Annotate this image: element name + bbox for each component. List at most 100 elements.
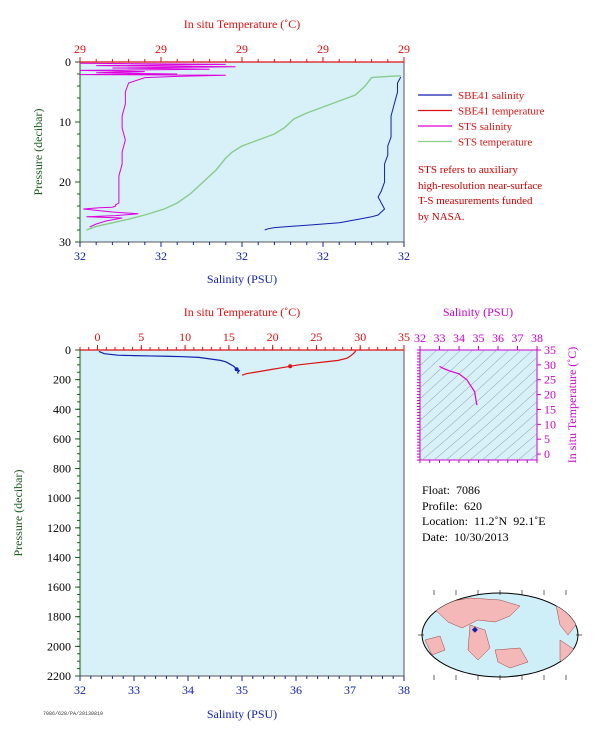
bottom-axis-title: Salinity (PSU) (207, 272, 277, 286)
right-tick-label: 15 (544, 402, 556, 416)
map-land (424, 597, 578, 673)
right-tick-label: 0 (544, 447, 550, 461)
top-axis-title: In situ Temperature (˚C) (184, 17, 301, 31)
top-tick-label: 29 (317, 42, 329, 56)
right-tick-label: 30 (544, 358, 556, 372)
y-tick-label: 1200 (47, 521, 71, 535)
top-tick-label: 35 (398, 330, 410, 344)
y-tick-label: 2200 (47, 669, 71, 683)
y-axis-title: Pressure (decibar) (31, 109, 45, 196)
top-tick-label: 29 (74, 42, 86, 56)
right-tick-label: 35 (544, 343, 556, 357)
legend-note-line: high-resolution near-surface (418, 179, 543, 192)
y-axis-title: Pressure (decibar) (11, 470, 25, 557)
series-sts-salinity (79, 62, 236, 228)
bottom-tick-label: 32 (74, 683, 86, 697)
right-tick-label: 10 (544, 417, 556, 431)
bottom-tick-label: 32 (155, 249, 167, 263)
top-axis-title: Salinity (PSU) (443, 305, 513, 319)
density-contour (433, 368, 537, 460)
bottom-tick-label: 32 (317, 249, 329, 263)
bottom-tick-label: 36 (290, 683, 302, 697)
right-tick-label: 25 (544, 373, 556, 387)
top-tick-label: 30 (354, 330, 366, 344)
bottom-tick-label: 34 (182, 683, 194, 697)
y-tick-label: 800 (53, 462, 71, 476)
top-tick-label: 33 (434, 331, 446, 345)
top-tick-label: 38 (531, 331, 543, 345)
legend-note: STS refers to auxiliary high-resolution … (418, 163, 598, 225)
density-contour (420, 350, 462, 389)
y-tick-label: 1400 (47, 550, 71, 564)
density-contours (420, 350, 537, 460)
density-contour (505, 433, 537, 460)
bottom-tick-label: 33 (128, 683, 140, 697)
top-tick-label: 35 (473, 331, 485, 345)
top-tick-label: 34 (453, 331, 465, 345)
y-tick-label: 2000 (47, 639, 71, 653)
right-tick-label: 20 (544, 388, 556, 402)
map-continent (494, 647, 529, 669)
bottom-tick-label: 32 (398, 249, 410, 263)
bottom-axis-title: Salinity (PSU) (207, 707, 277, 721)
plot-area (79, 61, 405, 243)
right-axis-title: In situ Temperature (˚C) (565, 347, 579, 464)
density-contour (420, 350, 534, 452)
footer-code: 7086/620/PA/20130810 (43, 711, 104, 717)
y-tick-label: 20 (59, 175, 71, 189)
legend-note-line: STS refers to auxiliary (418, 164, 518, 176)
legend-note-line: T-S measurements funded (418, 195, 533, 207)
series-marker (234, 367, 239, 372)
y-tick-label: 1800 (47, 610, 71, 624)
y-tick-label: 1000 (47, 491, 71, 505)
map-continent (424, 635, 446, 656)
top-axis-title: In situ Temperature (˚C) (184, 305, 301, 319)
y-tick-label: 400 (53, 402, 71, 416)
y-tick-label: 600 (53, 432, 71, 446)
profile-number: Profile: 620 (422, 498, 482, 513)
density-contour (420, 350, 498, 421)
series-sts-temperature (86, 75, 401, 231)
y-tick-label: 1600 (47, 580, 71, 594)
legend-label: SBE41 salinity (458, 90, 525, 102)
top-tick-label: 25 (310, 330, 322, 344)
near-surface-panel: 29 29 29 29 29 In situ Temperature (˚C) 32 32 32… (31, 17, 545, 286)
density-contour (420, 350, 450, 378)
bottom-tick-label: 38 (398, 683, 410, 697)
density-contour (421, 356, 537, 460)
top-tick-label: 32 (414, 331, 426, 345)
top-tick-label: 0 (95, 330, 101, 344)
y-tick-label: 200 (53, 373, 71, 387)
legend-note-line: by NASA. (418, 210, 465, 223)
density-contour (445, 379, 537, 460)
bottom-tick-label: 37 (344, 683, 356, 697)
bottom-tick-label: 35 (236, 683, 248, 697)
float-info: Float: 7086 Profile: 620 Location: 11.2˚… (422, 483, 546, 545)
y-tick-label: 0 (65, 55, 71, 69)
y-tick-label: 0 (65, 343, 71, 357)
top-tick-label: 29 (236, 42, 248, 56)
legend-label: STS temperature (458, 137, 532, 149)
top-tick-label: 5 (138, 330, 144, 344)
top-tick-label: 29 (155, 42, 167, 56)
full-profile-panel: 0 5 10 15 20 25 30 35 In situ Temperature (˚C) 32… (11, 305, 410, 721)
world-map (418, 590, 582, 680)
plot-area (79, 349, 405, 677)
series-ts (439, 365, 478, 406)
series-sbe41-salinity (264, 76, 402, 231)
density-contour (420, 350, 474, 400)
density-contour (469, 401, 537, 460)
ts-diagram-panel: 32 33 34 35 36 37 38 Salinity (PSU) 051015202530… (414, 305, 579, 464)
density-contour (420, 350, 438, 367)
legend-label: STS salinity (458, 121, 513, 133)
density-contour (517, 443, 537, 460)
map-continent (429, 597, 521, 629)
float-id: Float: 7086 (422, 483, 481, 497)
float-location-marker (471, 626, 478, 633)
density-contour (420, 350, 522, 442)
top-tick-label: 37 (512, 331, 524, 345)
y-tick-label: 10 (59, 115, 71, 129)
top-tick-label: 20 (267, 330, 279, 344)
date: Date: 10/30/2013 (422, 529, 509, 544)
